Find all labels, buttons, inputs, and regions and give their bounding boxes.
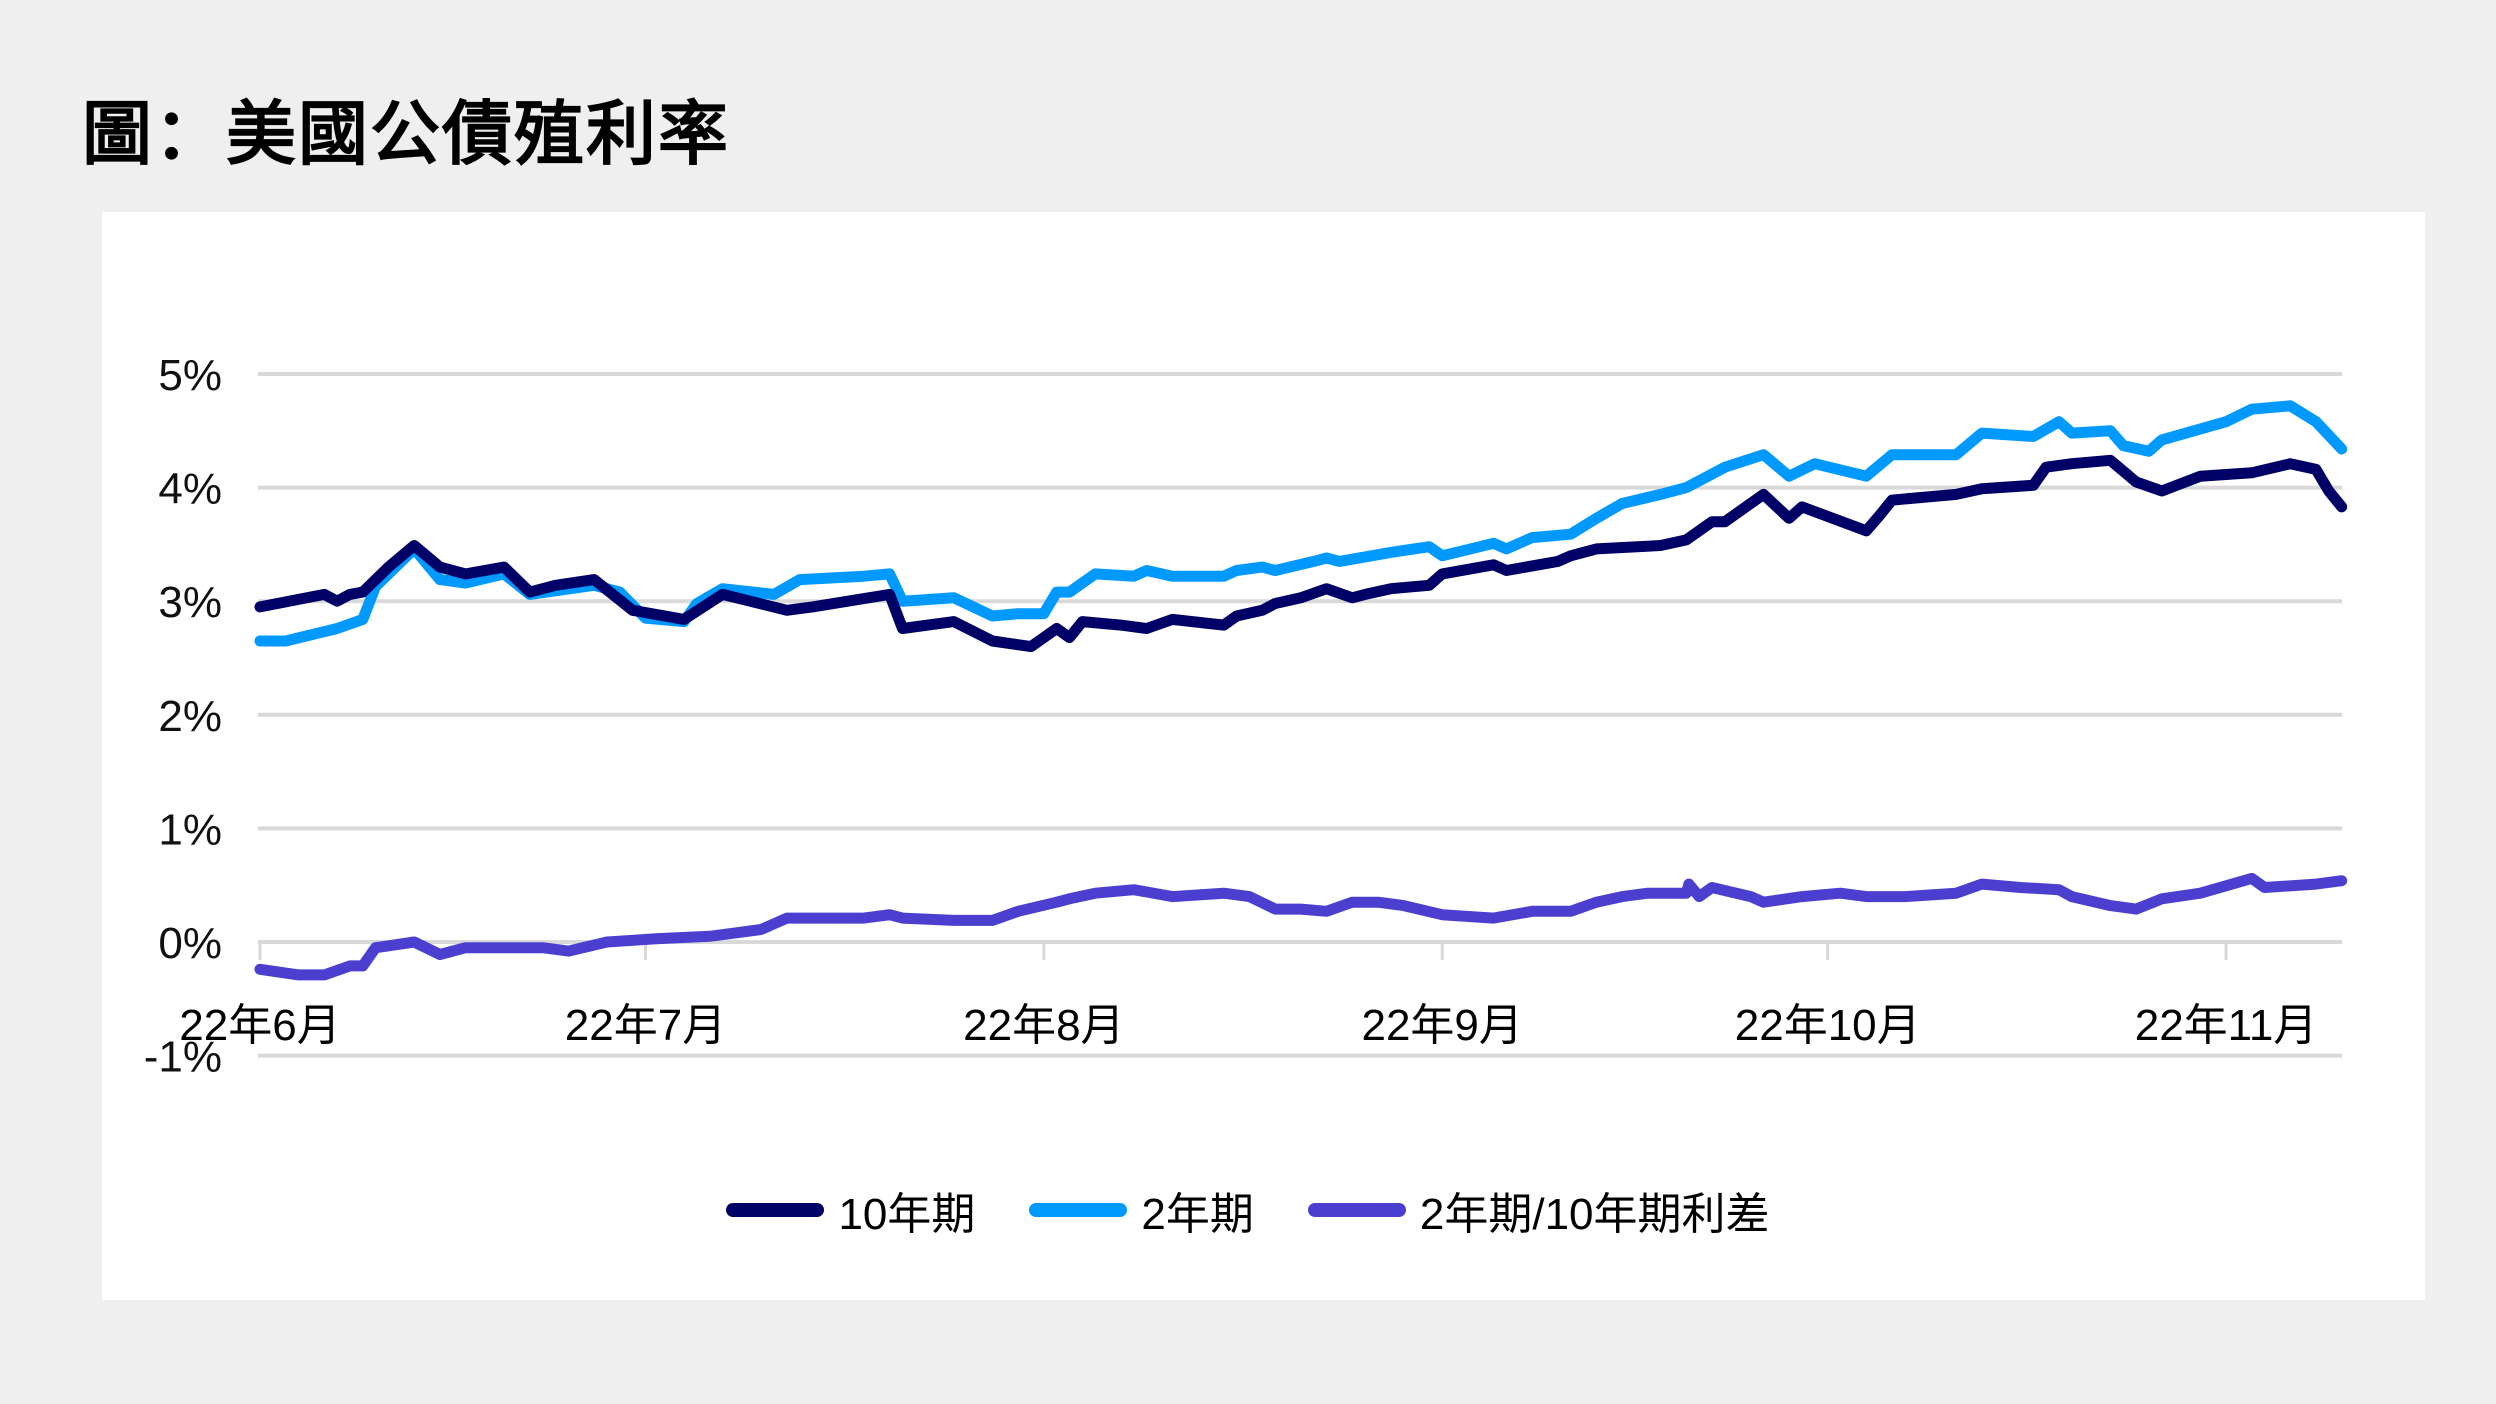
legend-label: 10年期 — [838, 1190, 976, 1239]
legend-label: 2年期/10年期利差 — [1419, 1190, 1770, 1239]
x-tick-label: 22年6月 — [179, 1001, 340, 1050]
y-axis-labels: 5% 4% 3% 2% 1% 0% -1% — [144, 351, 222, 1082]
legend: 10年期 2年期 2年期/10年期利差 — [0, 1178, 2496, 1242]
series-line-two-year — [254, 400, 2348, 647]
legend-label: 2年期 — [1141, 1190, 1254, 1239]
series-line-ten-year — [254, 454, 2348, 653]
series-lines — [254, 400, 2348, 981]
y-tick-label: 5% — [158, 351, 222, 400]
y-tick-label: 1% — [158, 805, 222, 854]
x-tick-label: 22年9月 — [1361, 1001, 1522, 1050]
legend-swatch-two-year-icon — [1029, 1203, 1128, 1217]
legend-item-spread[interactable]: 2年期/10年期利差 — [1307, 1178, 1770, 1242]
legend-item-ten-year[interactable]: 10年期 — [726, 1178, 975, 1242]
y-tick-label: 2% — [158, 692, 222, 741]
y-tick-label: 4% — [158, 465, 222, 514]
legend-swatch-spread-icon — [1307, 1203, 1406, 1217]
chart-panel — [102, 212, 2425, 1300]
legend-swatch-ten-year-icon — [726, 1203, 825, 1217]
y-tick-label: -1% — [144, 1033, 222, 1082]
series-line-spread — [254, 872, 2348, 981]
x-tick-label: 22年11月 — [2135, 1001, 2318, 1050]
legend-item-two-year[interactable]: 2年期 — [1029, 1178, 1254, 1242]
y-tick-label: 3% — [158, 578, 222, 627]
x-tick-label: 22年8月 — [963, 1001, 1124, 1050]
x-axis-labels: 22年6月 22年7月 22年8月 22年9月 22年10月 22年11月 — [179, 942, 2317, 1050]
x-tick-label: 22年7月 — [565, 1001, 726, 1050]
chart-title: 圖：美國公債殖利率 — [82, 93, 730, 175]
y-tick-label: 0% — [158, 919, 222, 968]
x-tick-label: 22年10月 — [1735, 1001, 1921, 1050]
